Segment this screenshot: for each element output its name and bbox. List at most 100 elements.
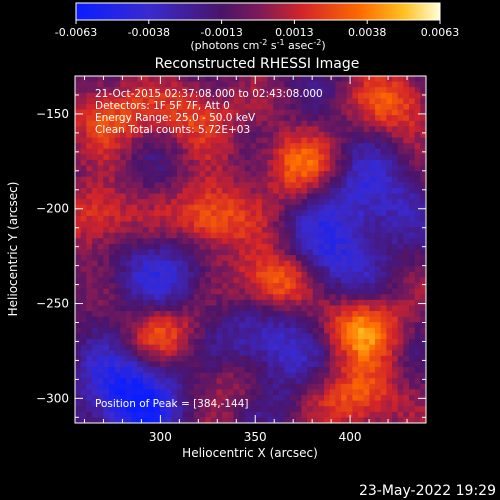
heatmap-cell: [227, 92, 234, 99]
heatmap-cell: [137, 109, 144, 116]
heatmap-cell: [414, 199, 421, 206]
heatmap-cell: [267, 260, 274, 267]
heatmap-cell: [210, 355, 217, 362]
heatmap-cell: [290, 131, 297, 138]
heatmap-cell: [199, 283, 206, 290]
heatmap-cell: [335, 255, 342, 262]
heatmap-cell: [284, 227, 291, 234]
heatmap-cell: [346, 411, 353, 418]
heatmap-cell: [75, 417, 82, 424]
heatmap-cell: [301, 305, 308, 312]
heatmap-cell: [318, 131, 325, 138]
heatmap-cell: [403, 406, 410, 413]
heatmap-cell: [256, 389, 263, 396]
heatmap-cell: [397, 395, 404, 402]
heatmap-cell: [205, 406, 212, 413]
heatmap-cell: [318, 255, 325, 262]
heatmap-cell: [312, 255, 319, 262]
heatmap-cell: [301, 400, 308, 407]
heatmap-cell: [120, 215, 127, 222]
heatmap-cell: [210, 255, 217, 262]
heatmap-cell: [188, 283, 195, 290]
heatmap-cell: [318, 400, 325, 407]
heatmap-cell: [369, 400, 376, 407]
heatmap-cell: [182, 137, 189, 144]
heatmap-cell: [414, 339, 421, 346]
heatmap-cell: [392, 210, 399, 217]
heatmap-cell: [137, 171, 144, 178]
heatmap-cell: [227, 187, 234, 194]
heatmap-cell: [154, 199, 161, 206]
heatmap-cell: [216, 305, 223, 312]
heatmap-cell: [154, 81, 161, 88]
heatmap-cell: [137, 277, 144, 284]
heatmap-cell: [227, 316, 234, 323]
heatmap-cell: [256, 199, 263, 206]
heatmap-cell: [301, 215, 308, 222]
heatmap-cell: [165, 227, 172, 234]
heatmap-cell: [329, 204, 336, 211]
heatmap-cell: [352, 372, 359, 379]
heatmap-cell: [199, 406, 206, 413]
heatmap-cell: [375, 255, 382, 262]
heatmap-cell: [114, 227, 121, 234]
heatmap-cell: [358, 232, 365, 239]
heatmap-cell: [165, 243, 172, 250]
heatmap-cell: [239, 367, 246, 374]
heatmap-cell: [165, 238, 172, 245]
heatmap-cell: [403, 260, 410, 267]
heatmap-cell: [329, 76, 336, 82]
heatmap-cell: [346, 187, 353, 194]
heatmap-cell: [307, 199, 314, 206]
heatmap-cell: [205, 383, 212, 390]
heatmap-cell: [125, 316, 133, 323]
heatmap-cell: [414, 171, 421, 178]
heatmap-cell: [142, 137, 149, 144]
heatmap-cell: [176, 148, 183, 155]
heatmap-cell: [244, 215, 251, 222]
heatmap-cell: [131, 333, 138, 340]
heatmap-cell: [273, 400, 280, 407]
heatmap-cell: [358, 411, 365, 418]
heatmap-cell: [75, 383, 82, 390]
heatmap-cell: [375, 322, 382, 329]
heatmap-cell: [329, 311, 336, 318]
heatmap-cell: [165, 182, 172, 189]
heatmap-cell: [312, 176, 319, 183]
heatmap-cell: [103, 350, 110, 357]
heatmap-cell: [227, 339, 234, 346]
heatmap-cell: [386, 355, 393, 362]
heatmap-cell: [375, 243, 382, 250]
heatmap-cell: [386, 154, 393, 161]
heatmap-cell: [295, 92, 302, 99]
heatmap-cell: [131, 76, 138, 82]
heatmap-cell: [369, 339, 376, 346]
heatmap-cell: [193, 199, 200, 206]
heatmap-cell: [148, 182, 155, 189]
heatmap-cell: [244, 367, 251, 374]
heatmap-cell: [114, 355, 121, 362]
heatmap-cell: [324, 182, 331, 189]
heatmap-cell: [392, 411, 399, 418]
heatmap-cell: [392, 260, 399, 267]
heatmap-cell: [256, 305, 263, 312]
heatmap-cell: [341, 109, 348, 116]
heatmap-cell: [290, 367, 297, 374]
heatmap-cell: [380, 115, 387, 122]
heatmap-cell: [295, 238, 302, 245]
colorbar-tick-label: 0.0038: [348, 26, 387, 39]
heatmap-cell: [261, 294, 268, 301]
heatmap-cell: [256, 92, 263, 99]
heatmap-cell: [403, 417, 410, 424]
heatmap-cell: [188, 411, 195, 418]
heatmap-cell: [176, 159, 183, 166]
heatmap-cell: [188, 367, 195, 374]
heatmap-cell: [397, 260, 404, 267]
heatmap-cell: [329, 137, 336, 144]
heatmap-cell: [301, 311, 308, 318]
heatmap-cell: [188, 148, 195, 155]
heatmap-cell: [182, 406, 189, 413]
heatmap-cell: [329, 395, 336, 402]
heatmap-cell: [261, 372, 268, 379]
heatmap-cell: [148, 367, 155, 374]
